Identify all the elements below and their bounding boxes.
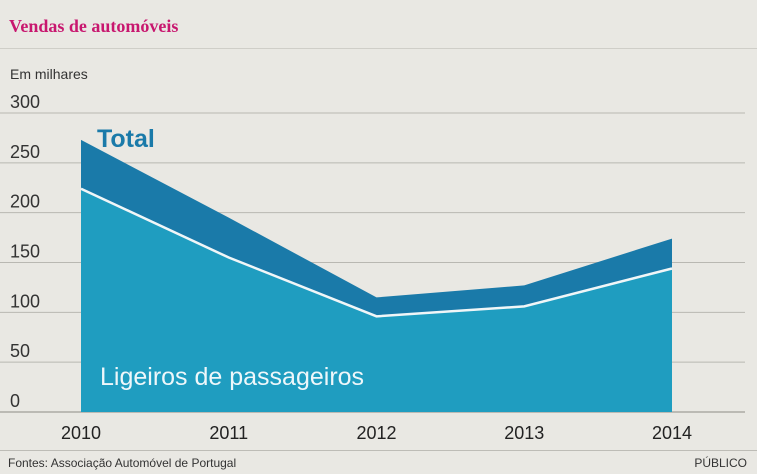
x-tick-label: 2014 (652, 423, 692, 443)
unit-label: Em milhares (10, 66, 88, 82)
series-label-passenger: Ligeiros de passageiros (100, 363, 364, 391)
areas (80, 139, 673, 412)
passenger-line (80, 187, 673, 318)
passenger-area (81, 188, 672, 412)
y-tick-label: 150 (10, 242, 40, 262)
footer: Fontes: Associação Automóvel de Portugal… (0, 450, 757, 474)
x-tick-label: 2011 (209, 423, 248, 443)
y-tick-label: 100 (10, 291, 40, 311)
x-tick-label: 2012 (356, 423, 396, 443)
x-tick-label: 2010 (61, 423, 101, 443)
y-tick-label: 50 (10, 341, 30, 361)
y-tick-label: 0 (10, 391, 20, 411)
chart-title: Vendas de automóveis (9, 16, 179, 36)
source-note: Fontes: Associação Automóvel de Portugal (8, 456, 237, 470)
y-tick-label: 250 (10, 142, 40, 162)
series-label-total: Total (97, 125, 155, 153)
publisher-brand: PÚBLICO (694, 456, 747, 470)
labels: 300 250 200 150 100 50 0 2010 2011 2012 2013 2014 To… (10, 92, 692, 443)
y-tick-label: 300 (10, 92, 40, 112)
x-tick-label: 2013 (504, 423, 544, 443)
y-tick-label: 200 (10, 192, 40, 212)
title-bar: Vendas de automóveis (0, 0, 757, 49)
area-chart: 300 250 200 150 100 50 0 2010 2011 2012 2013 2014 To… (0, 92, 745, 443)
